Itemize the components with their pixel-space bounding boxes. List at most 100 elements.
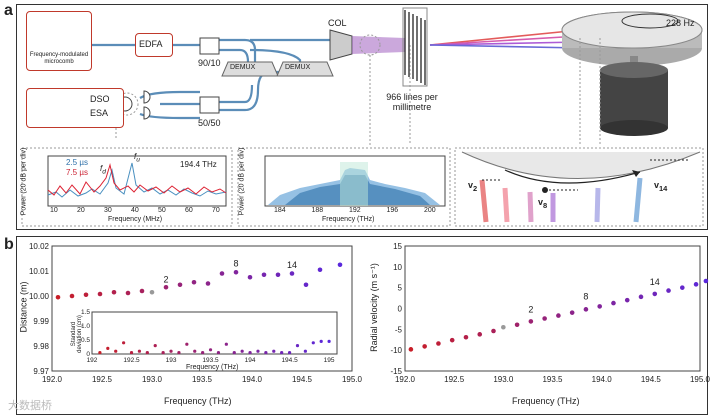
chart1-inset-point bbox=[287, 351, 292, 355]
chart2-point bbox=[569, 310, 575, 315]
chart1-inset-ytick: 1.0 bbox=[81, 323, 90, 330]
chart2-point bbox=[680, 285, 685, 290]
chart2-point bbox=[666, 288, 671, 293]
chart1-inset-ylabel: Standard deviation (cm) bbox=[71, 315, 83, 353]
chart2-xtick: 193.0 bbox=[493, 375, 514, 384]
chart1-xlabel: Frequency (THz) bbox=[164, 396, 232, 406]
chart2-ytick: -10 bbox=[390, 346, 402, 355]
chart2-xtick: 194.5 bbox=[641, 375, 662, 384]
chart1-ytick: 9.98 bbox=[33, 342, 49, 351]
chart1-point bbox=[247, 274, 253, 280]
chart1-inset-xtick: 194 bbox=[245, 357, 256, 364]
chart1-inset-point bbox=[145, 351, 149, 355]
esa-label: ESA bbox=[90, 108, 109, 118]
chart1-point bbox=[139, 288, 145, 294]
dso-esa-box bbox=[26, 88, 124, 128]
chart1-inset-point bbox=[248, 351, 252, 355]
chart2-point bbox=[491, 328, 496, 334]
chart1-inset-point bbox=[122, 341, 126, 345]
chart1-inset-ytick: 0.5 bbox=[81, 337, 90, 344]
splitter-50-50-label: 50/50 bbox=[198, 118, 221, 128]
inset2-xtick: 184 bbox=[274, 207, 286, 214]
chart1-inset-xlabel: Frequency (THz) bbox=[186, 364, 239, 371]
chart1-inset-xtick: 192 bbox=[87, 357, 98, 364]
chart2-point bbox=[624, 297, 630, 303]
panel-a-letter: a bbox=[4, 2, 13, 19]
chart1-point bbox=[177, 282, 183, 288]
chart1-inset-point bbox=[201, 351, 205, 355]
chart1-xtick: 192.0 bbox=[42, 375, 63, 384]
chart1-inset-point bbox=[169, 349, 173, 353]
chart1-inset-point bbox=[327, 339, 331, 343]
chart2-ytick: -15 bbox=[390, 367, 402, 376]
chart2-ytick: 15 bbox=[393, 242, 402, 251]
chart1-xtick: 194.0 bbox=[242, 375, 263, 384]
chart1-inset-point bbox=[311, 341, 315, 345]
chart1-inset-xtick: 192.5 bbox=[123, 357, 140, 364]
chart1-ytick: 10.02 bbox=[29, 242, 50, 251]
chart2-xtick: 195.0 bbox=[690, 375, 711, 384]
chart1-ytick: 10.00 bbox=[29, 292, 50, 301]
inset1-legend-1: 2.5 µs bbox=[66, 158, 88, 167]
chart1-point bbox=[275, 272, 281, 278]
panel-b-letter: b bbox=[4, 236, 14, 253]
inset1-xtick: 30 bbox=[104, 207, 112, 214]
chart1-inset-xtick: 193 bbox=[166, 357, 177, 364]
chart1-inset-point bbox=[224, 342, 228, 346]
chart1-point bbox=[289, 271, 295, 276]
chart1-inset-ytick: 0 bbox=[86, 351, 90, 358]
chart1-inset-point bbox=[185, 342, 189, 346]
chart1-xtick: 195.0 bbox=[342, 375, 363, 384]
dso-label: DSO bbox=[90, 94, 110, 104]
inset1-fu-label: fu bbox=[134, 152, 140, 164]
chart2-point bbox=[463, 334, 469, 340]
chart2-point bbox=[449, 337, 455, 343]
chart1-inset-point bbox=[193, 349, 197, 353]
chart1-inset-point bbox=[106, 346, 110, 350]
chart1-inset-point bbox=[137, 349, 142, 353]
chart1-point bbox=[303, 282, 309, 288]
chart1-inset-xtick: 193.5 bbox=[202, 357, 219, 364]
v2-label: v2 bbox=[468, 180, 478, 193]
demux-1-label: DEMUX bbox=[230, 64, 256, 71]
edfa-box bbox=[135, 33, 173, 57]
chart1-point bbox=[97, 291, 103, 297]
chart1-inset-point bbox=[240, 349, 244, 353]
chart2-point bbox=[408, 347, 414, 352]
chart1-inset-point bbox=[303, 349, 307, 353]
chart1-point bbox=[125, 290, 131, 296]
inset2-xtick: 188 bbox=[311, 207, 324, 214]
chart2-ylabel: Radial velocity (m s⁻¹) bbox=[368, 263, 379, 352]
chart1-ytick: 9.97 bbox=[33, 367, 49, 376]
demux-2-label: DEMUX bbox=[285, 64, 311, 71]
chart2-point bbox=[556, 313, 561, 318]
chart1-inset-ytick: 1.5 bbox=[81, 309, 90, 316]
chart2-xlabel: Frequency (THz) bbox=[512, 396, 580, 406]
inset1-xlabel: Frequency (MHz) bbox=[108, 216, 163, 223]
inset1-xtick: 70 bbox=[212, 207, 220, 214]
chart1-point bbox=[111, 289, 117, 295]
chart1-point bbox=[149, 289, 155, 295]
col-label: COL bbox=[328, 18, 347, 28]
chart2-annotation: 14 bbox=[650, 277, 660, 287]
v8-label: v8 bbox=[538, 197, 548, 210]
chart2-point bbox=[514, 322, 520, 328]
chart2-point bbox=[597, 304, 602, 309]
panel-a-frame bbox=[16, 4, 708, 230]
chart1-annotation: 14 bbox=[287, 260, 297, 270]
inset1-xtick: 50 bbox=[158, 207, 166, 214]
chart1-inset-point bbox=[161, 351, 165, 355]
chart1-inset-point bbox=[208, 348, 213, 352]
inset1-xtick: 40 bbox=[131, 207, 139, 214]
chart1-inset-point bbox=[295, 344, 300, 348]
chart2-point bbox=[638, 294, 644, 300]
chart1-ylabel: Distance (m) bbox=[18, 281, 29, 333]
inset1-xtick: 60 bbox=[185, 207, 193, 214]
chart1-point bbox=[317, 267, 323, 273]
chart2-xtick: 192.5 bbox=[444, 375, 465, 384]
chart1-inset-point bbox=[114, 349, 118, 353]
chart1-point bbox=[191, 279, 197, 285]
chart1-xtick: 193.5 bbox=[192, 375, 213, 384]
chart1-point bbox=[219, 271, 225, 276]
